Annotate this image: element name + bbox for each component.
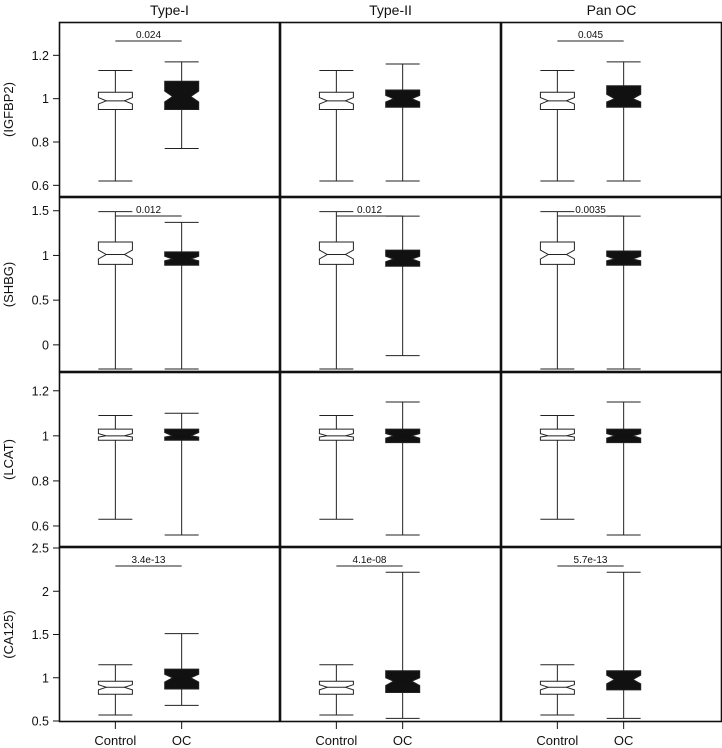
box-control [318, 428, 354, 441]
column-title: Pan OC [587, 2, 637, 18]
category-label: OC [614, 733, 634, 748]
y-tick-label: 1 [42, 249, 49, 263]
row-label: (IGFBP2) [1, 82, 16, 137]
row-labels: (IGFBP2) (SHBG) (LCAT) (CA125) [1, 82, 16, 659]
box-oc [164, 428, 200, 441]
p-value-label: 0.012 [357, 205, 382, 216]
box-oc [606, 670, 642, 691]
y-tick-label: 1.2 [32, 49, 49, 63]
significance-brackets: 0.024 0.045 0.012 0.012 0.0035 3.4e-13 4.1e-08… [115, 30, 624, 567]
box-control [539, 241, 575, 265]
p-value-label: 0.024 [136, 30, 161, 41]
box-oc [164, 80, 200, 110]
panel-frame [58, 546, 281, 723]
boxplots [97, 61, 642, 719]
panel-frame [279, 21, 502, 198]
panel-frame [58, 21, 281, 198]
y-tick-label: 0 [42, 338, 49, 352]
panel-grid [58, 21, 722, 723]
y-tick-label: 1.5 [32, 204, 49, 218]
p-value-label: 0.0035 [575, 205, 606, 216]
p-value-label: 0.045 [578, 30, 603, 41]
box-oc [606, 85, 642, 108]
y-tick-label: 2.5 [32, 542, 49, 556]
p-value-label: 5.7e-13 [574, 555, 608, 566]
panel-frame [500, 196, 722, 373]
box-oc [606, 250, 642, 266]
panel-frame [58, 196, 281, 373]
category-label: Control [536, 733, 578, 748]
category-label: Control [94, 733, 136, 748]
y-tick-label: 1.2 [32, 384, 49, 398]
panel-frame [279, 371, 502, 548]
column-title: Type-II [369, 2, 412, 18]
row-label: (SHBG) [1, 262, 16, 308]
x-axis-categories: Control OC Control OC Control OC [94, 722, 633, 748]
category-label: OC [393, 733, 413, 748]
box-control [539, 428, 575, 441]
y-tick-label: 0.5 [32, 294, 49, 308]
box-oc [385, 249, 421, 267]
panel-frame [279, 546, 502, 723]
y-tick-label: 0.6 [32, 519, 49, 533]
box-control [97, 428, 133, 441]
column-title: Type-I [150, 2, 189, 18]
column-titles: Type-I Type-II Pan OC [150, 2, 636, 18]
y-tick-label: 0.8 [32, 136, 49, 150]
y-tick-label: 1 [42, 92, 49, 106]
row-label: (LCAT) [1, 439, 16, 480]
y-tick-label: 0.8 [32, 474, 49, 488]
panel-frame [500, 371, 722, 548]
panel-frame [500, 546, 722, 723]
y-tick-label: 2 [42, 585, 49, 599]
y-tick-label: 1 [42, 671, 49, 685]
p-value-label: 3.4e-13 [132, 555, 166, 566]
box-control [318, 241, 354, 265]
y-tick-label: 0.6 [32, 179, 49, 193]
category-label: Control [315, 733, 357, 748]
p-value-label: 0.012 [136, 205, 161, 216]
p-value-label: 4.1e-08 [353, 555, 387, 566]
y-tick-label: 1 [42, 429, 49, 443]
y-axis-ticks: 0.6 0.8 1 1.2 0 0.5 1 1.5 0.6 0.8 1 1.2 0.5 1 1.5 2 2.5 [32, 49, 59, 729]
box-control [97, 241, 133, 265]
y-tick-label: 1.5 [32, 628, 49, 642]
panel-frame [58, 371, 281, 548]
row-label: (CA125) [1, 610, 16, 658]
panel-frame [279, 196, 502, 373]
y-tick-label: 0.5 [32, 715, 49, 729]
box-oc [164, 668, 200, 690]
category-label: OC [172, 733, 192, 748]
panel-frame [500, 21, 722, 198]
